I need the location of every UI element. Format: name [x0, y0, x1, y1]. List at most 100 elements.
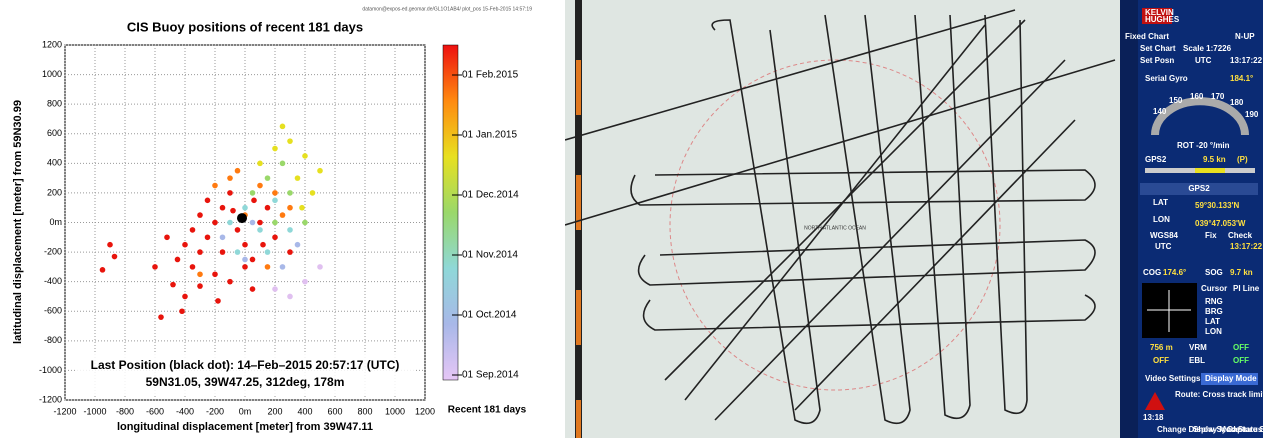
point — [257, 227, 263, 233]
point — [302, 278, 308, 285]
button[interactable]: Video Settings — [1145, 374, 1201, 383]
point — [287, 249, 293, 255]
scale-segments — [576, 60, 581, 438]
colorbar-label: 01 Oct.2014 — [462, 310, 517, 321]
x-tick-label: -400 — [176, 406, 194, 416]
point — [219, 204, 226, 211]
annotation-box — [75, 354, 415, 394]
button[interactable]: Show Sync Status — [1193, 425, 1263, 434]
point — [242, 264, 248, 270]
x-tick-label: 400 — [297, 406, 312, 416]
point — [99, 267, 106, 273]
point — [299, 204, 305, 211]
point — [279, 123, 286, 130]
y-tick-label: 200 — [47, 187, 62, 197]
point — [272, 145, 278, 152]
point — [302, 153, 308, 159]
value: OFF — [1153, 356, 1169, 365]
value: 184.1° — [1230, 74, 1253, 83]
rot: ROT -20 °/min — [1177, 141, 1230, 150]
point — [264, 175, 271, 181]
point — [287, 227, 293, 233]
point — [179, 308, 185, 315]
point — [227, 175, 233, 181]
x-tick-label: 200 — [267, 406, 282, 416]
point — [197, 212, 203, 218]
brand: KELVIN — [1145, 8, 1174, 17]
point — [174, 256, 181, 263]
dial-label: 140 — [1153, 107, 1167, 116]
y-tick-label: -800 — [44, 335, 62, 345]
x-tick-label: -600 — [146, 406, 164, 416]
point — [212, 182, 218, 189]
button[interactable]: Set Posn — [1140, 56, 1174, 65]
button[interactable]: Change Display Mode — [1157, 425, 1241, 434]
y-tick-label: -400 — [44, 276, 62, 286]
annotation: 59N31.05, 39W47.25, 312deg, 178m — [146, 375, 345, 389]
point — [197, 271, 203, 278]
point — [264, 204, 271, 211]
y-tick-label: 0m — [49, 217, 62, 227]
value: OFF — [1233, 343, 1249, 352]
map-label: NORTH ATLANTIC OCEAN — [804, 225, 866, 231]
label: Serial Gyro — [1145, 74, 1188, 83]
colorbar — [442, 44, 459, 381]
y-tick-label: 600 — [47, 128, 62, 138]
point — [242, 204, 248, 211]
point — [272, 197, 278, 204]
button[interactable]: Fixed Chart — [1125, 32, 1169, 41]
button[interactable]: Display Mode — [1205, 374, 1257, 383]
value: 756 m — [1150, 343, 1173, 352]
point — [249, 256, 256, 263]
point — [230, 207, 236, 214]
point — [227, 278, 233, 285]
label: LON — [1205, 327, 1222, 336]
point — [170, 281, 176, 288]
point — [197, 249, 203, 255]
chart-title: CIS Buoy positions of recent 181 days — [127, 19, 363, 34]
sidebar: KELVIN HUGHES Fixed Chart N-UP Set Chart… — [1120, 0, 1263, 438]
point — [204, 234, 211, 241]
value: 9.7 kn — [1230, 268, 1253, 277]
button[interactable]: Set Chart — [1140, 44, 1176, 53]
y-tick-label: -600 — [44, 306, 62, 316]
button[interactable]: Fix — [1205, 231, 1217, 240]
point — [212, 271, 218, 278]
label: GPS2 — [1145, 155, 1167, 164]
point — [249, 190, 256, 196]
point — [272, 219, 278, 226]
x-tick-label: -1200 — [53, 406, 76, 416]
point — [302, 219, 308, 226]
label: COG — [1143, 268, 1161, 277]
point — [189, 264, 196, 270]
button[interactable]: Check — [1228, 231, 1253, 240]
x-tick-label: 600 — [327, 406, 342, 416]
colorbar-label: 01 Sep.2014 — [462, 370, 519, 381]
point — [309, 190, 316, 196]
button[interactable]: WGS84 — [1150, 231, 1179, 240]
dial-label: 160 — [1190, 92, 1204, 101]
label: SOG — [1205, 268, 1223, 277]
point — [234, 249, 241, 255]
label: VRM — [1189, 343, 1207, 352]
annotation: Last Position (black dot): 14–Feb–2015 2… — [91, 358, 400, 372]
point — [197, 283, 203, 289]
point — [287, 190, 293, 196]
alarm: Route: Cross track limit exceeded — [1175, 390, 1263, 399]
point — [234, 227, 241, 233]
ship-track — [565, 9, 1116, 425]
point — [279, 160, 286, 167]
button[interactable]: Capture Screen — [1227, 425, 1263, 434]
point — [279, 264, 286, 270]
dial-label: 190 — [1245, 110, 1259, 119]
x-tick-label: 0m — [239, 406, 252, 416]
x-tick-label: -200 — [206, 406, 224, 416]
point — [260, 241, 266, 248]
point — [251, 197, 257, 204]
point — [152, 264, 158, 270]
colorbar-label: 01 Jan.2015 — [462, 130, 517, 141]
label: RNG — [1205, 297, 1223, 306]
y-tick-label: -200 — [44, 246, 62, 256]
point — [279, 212, 286, 218]
